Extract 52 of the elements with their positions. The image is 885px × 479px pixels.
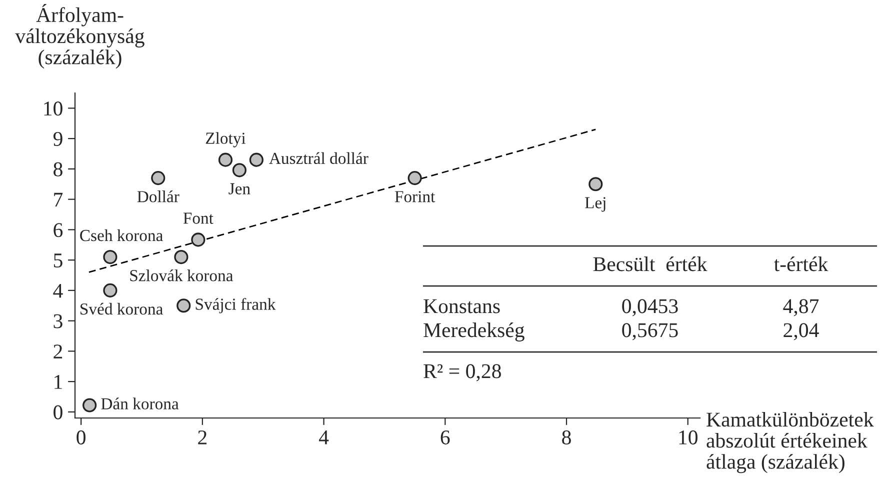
annotation: Font bbox=[183, 212, 214, 224]
annotation: Cseh korona bbox=[80, 229, 163, 242]
x-tick-label: 4 bbox=[318, 430, 329, 444]
annotation: Forint bbox=[394, 191, 436, 202]
x-tick-label: 8 bbox=[562, 430, 571, 444]
annotation: Zlotyi bbox=[206, 132, 246, 148]
annotation: 0,0453 bbox=[622, 299, 678, 316]
annotation: Jen bbox=[228, 183, 250, 194]
y-axis-title: Árfolyam- változékonyság (százalék) bbox=[15, 4, 144, 69]
annotation: Svájci frank bbox=[196, 298, 276, 314]
point bbox=[82, 398, 97, 412]
annotation: Becsült érték bbox=[593, 256, 708, 272]
x-axis-title: Kamatkülönbözetek abszolút értékeinek átlaga (százalék) bbox=[706, 412, 874, 474]
y-tick-label: 10 bbox=[44, 102, 62, 116]
annotation: Szlovák korona bbox=[130, 269, 234, 282]
point bbox=[232, 163, 246, 178]
point bbox=[218, 152, 233, 167]
y-tick-label: 2 bbox=[54, 344, 62, 358]
annotation: Dollár bbox=[137, 190, 180, 202]
text: t-érték bbox=[774, 256, 828, 272]
point bbox=[176, 298, 191, 313]
point bbox=[191, 232, 206, 247]
x-tick-label: 0 bbox=[76, 430, 86, 444]
point bbox=[151, 171, 166, 186]
point bbox=[174, 250, 188, 264]
annotation: Lej bbox=[585, 197, 606, 212]
text: 4,87 bbox=[783, 299, 819, 316]
point bbox=[103, 250, 118, 264]
y-tick-label: 7 bbox=[54, 192, 63, 207]
annotation: Konstans bbox=[424, 299, 500, 314]
y-tick-label: 9 bbox=[53, 132, 62, 146]
y-tick-label: 6 bbox=[54, 223, 63, 238]
x-tick-label: 10 bbox=[679, 430, 698, 444]
point bbox=[408, 171, 422, 186]
y-tick-label: 0 bbox=[54, 405, 62, 420]
point bbox=[103, 283, 118, 298]
y-tick-label: 3 bbox=[54, 314, 62, 328]
x-tick-label: 6 bbox=[440, 430, 450, 444]
annotation: Ausztrál dollár bbox=[269, 152, 368, 164]
y-tick-label: 8 bbox=[54, 162, 62, 176]
annotation: Meredekség bbox=[424, 322, 524, 342]
y-tick-label: 5 bbox=[54, 254, 62, 268]
text: 2,04 bbox=[784, 323, 819, 340]
annotation: Dán korona bbox=[101, 398, 179, 410]
point bbox=[588, 177, 603, 192]
annotation: R² = 0,28 bbox=[424, 364, 501, 382]
y-tick-label: 4 bbox=[53, 284, 63, 298]
annotation: 0,5675 bbox=[622, 323, 678, 340]
point bbox=[249, 152, 264, 167]
x-tick-label: 2 bbox=[198, 430, 206, 444]
y-tick-label: 1 bbox=[54, 375, 62, 389]
annotation: Svéd korona bbox=[80, 302, 163, 315]
